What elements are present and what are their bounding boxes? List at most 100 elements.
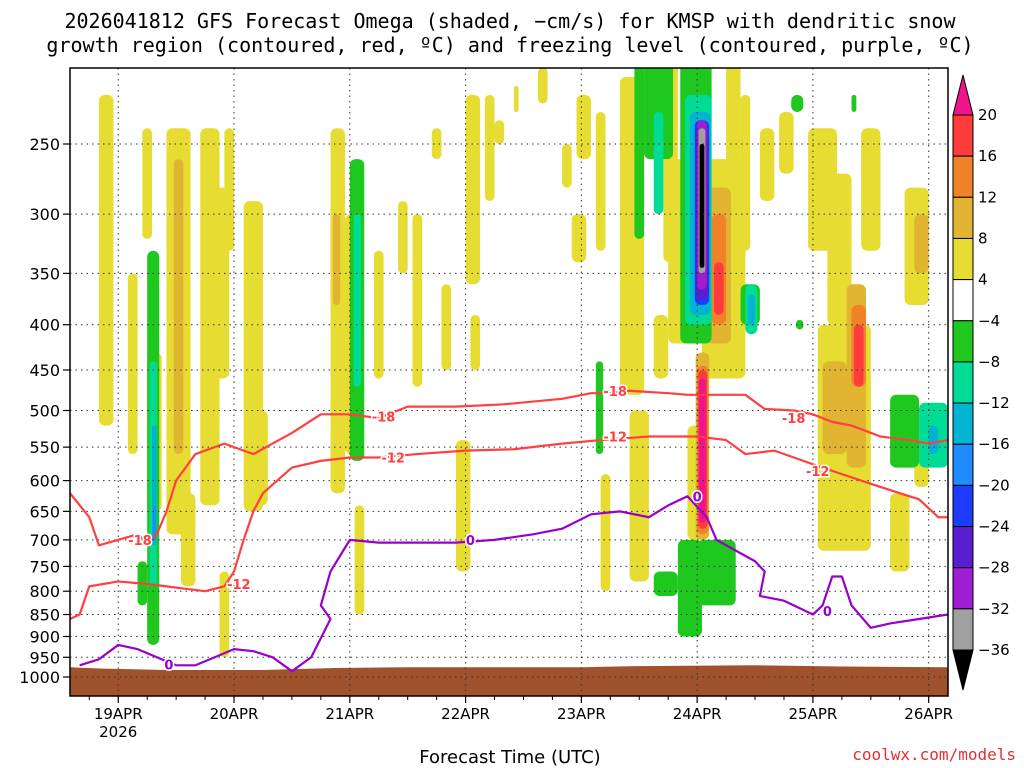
omega-cell-18 <box>398 201 408 274</box>
omega-cell-13 <box>330 128 345 494</box>
omega-cell-2 <box>142 128 153 239</box>
omega-cell-10 <box>224 128 235 251</box>
y-tick-label-250: 250 <box>29 135 60 154</box>
contour-label-0-2: 0 <box>693 490 702 505</box>
colorbar-bottom-triangle <box>952 649 974 691</box>
omega-cell-5 <box>180 493 196 587</box>
colorbar-label-13: −36 <box>978 641 1010 659</box>
y-tick-label-950: 950 <box>29 648 60 667</box>
y-tick-label-550: 550 <box>29 438 60 457</box>
omega-cell-29 <box>562 144 572 188</box>
y-tick-label-800: 800 <box>29 582 60 601</box>
omega-cell-17 <box>373 250 384 379</box>
colorbar-top-triangle <box>952 74 974 116</box>
colorbar-box-6 <box>952 361 974 404</box>
omega-cell-84 <box>796 319 804 330</box>
x-tick-sublabel-0: 2026 <box>99 723 137 741</box>
omega-cell-67 <box>353 214 361 387</box>
omega-cell-37 <box>653 314 669 379</box>
omega-cell-88 <box>928 425 939 455</box>
omega-cell-44 <box>714 262 724 315</box>
x-tick-label-19APR: 19APR <box>94 705 143 723</box>
plot-frame <box>69 67 949 697</box>
y-tick-label-500: 500 <box>29 402 60 421</box>
omega-cell-25 <box>484 94 495 202</box>
colorbar-label-7: −12 <box>978 394 1010 412</box>
contour-label--12-1: -12 <box>381 451 405 466</box>
omega-cell-27 <box>513 86 519 112</box>
omega-cell-20 <box>431 128 442 160</box>
omega-cell-12 <box>253 410 268 506</box>
colorbar-label-4: 4 <box>978 271 988 289</box>
y-tick-label-700: 700 <box>29 531 60 550</box>
colorbar-label-12: −32 <box>978 600 1010 618</box>
colorbar-box-7 <box>952 402 974 445</box>
chart-title-line-1: 2026041812 GFS Forecast Omega (shaded, −… <box>64 9 956 33</box>
x-tick-label-21APR: 21APR <box>325 705 374 723</box>
omega-cell-86 <box>890 394 920 468</box>
x-tick-label-23APR: 23APR <box>557 705 606 723</box>
credit-text: coolwx.com/models <box>852 745 1016 764</box>
y-tick-label-1000: 1000 <box>19 668 60 687</box>
colorbar-label-1: 16 <box>978 147 997 165</box>
omega-cell-85 <box>851 94 857 112</box>
colorbar-box-12 <box>952 608 974 651</box>
x-tick-label-24APR: 24APR <box>673 705 722 723</box>
x-tick-label-25APR: 25APR <box>789 705 838 723</box>
omega-cell-21 <box>441 284 452 370</box>
omega-cell-26 <box>494 120 505 144</box>
y-tick-label-450: 450 <box>29 361 60 380</box>
y-tick-label-350: 350 <box>29 264 60 283</box>
omega-cell-23 <box>465 94 481 285</box>
omega-cell-91 <box>653 571 678 596</box>
omega-cell-32 <box>595 111 606 251</box>
colorbar-box-10 <box>952 526 974 569</box>
contour-line--12 <box>70 435 948 621</box>
contour-line-0 <box>79 495 948 673</box>
omega-cell-95 <box>699 378 706 524</box>
colorbar-box-1 <box>952 155 974 198</box>
omega-cell-71 <box>653 111 664 215</box>
x-tick-label-22APR: 22APR <box>441 705 490 723</box>
x-tick-label-20APR: 20APR <box>210 705 259 723</box>
omega-cell-28 <box>537 68 548 104</box>
colorbar-label-8: −16 <box>978 435 1010 453</box>
contour-label-0-1: 0 <box>466 534 475 549</box>
omega-cell-83 <box>791 94 804 112</box>
omega-cell-14 <box>332 214 341 305</box>
colorbar-box-11 <box>952 567 974 610</box>
omega-cell-50 <box>827 173 852 325</box>
y-tick-label-850: 850 <box>29 606 60 625</box>
omega-cell-45 <box>726 68 741 188</box>
colorbar-box-9 <box>952 484 974 528</box>
omega-cell-6 <box>173 159 184 455</box>
colorbar-box-8 <box>952 443 974 486</box>
omega-cell-57 <box>890 493 910 572</box>
colorbar: 20 16 12 8 4 −4 −8 −12 −16 −20 −24 −28 −32 −36 <box>952 74 1010 691</box>
omega-cell-22 <box>455 440 471 572</box>
y-tick-label-400: 400 <box>29 316 60 335</box>
colorbar-box-3 <box>952 237 974 281</box>
omega-cell-55 <box>853 324 864 387</box>
y-axis: 250 300 350 400 450 500 550 600 650 700 750 800 850 9… <box>19 135 70 687</box>
colorbar-label-0: 20 <box>978 106 997 124</box>
omega-cell-16 <box>354 505 365 615</box>
omega-cell-35 <box>629 410 649 582</box>
colorbar-label-6: −8 <box>978 353 1000 371</box>
colorbar-box-5 <box>952 320 974 363</box>
omega-cell-33 <box>600 474 611 592</box>
terrain-layer <box>70 665 948 696</box>
contour-label--18-3: -18 <box>782 412 806 427</box>
colorbar-label-2: 12 <box>978 188 997 206</box>
omega-cell-0 <box>98 94 114 426</box>
x-axis-title: Forecast Time (UTC) <box>419 747 600 768</box>
omega-cell-30 <box>571 214 587 263</box>
contour-label--18-0: -18 <box>128 534 152 549</box>
contour-label--12-3: -12 <box>806 465 830 480</box>
y-tick-label-900: 900 <box>29 627 60 646</box>
x-tick-label-26APR: 26APR <box>904 705 953 723</box>
contour-layer <box>70 389 948 673</box>
terrain-fill <box>70 665 948 696</box>
omega-cell-24 <box>470 314 481 370</box>
